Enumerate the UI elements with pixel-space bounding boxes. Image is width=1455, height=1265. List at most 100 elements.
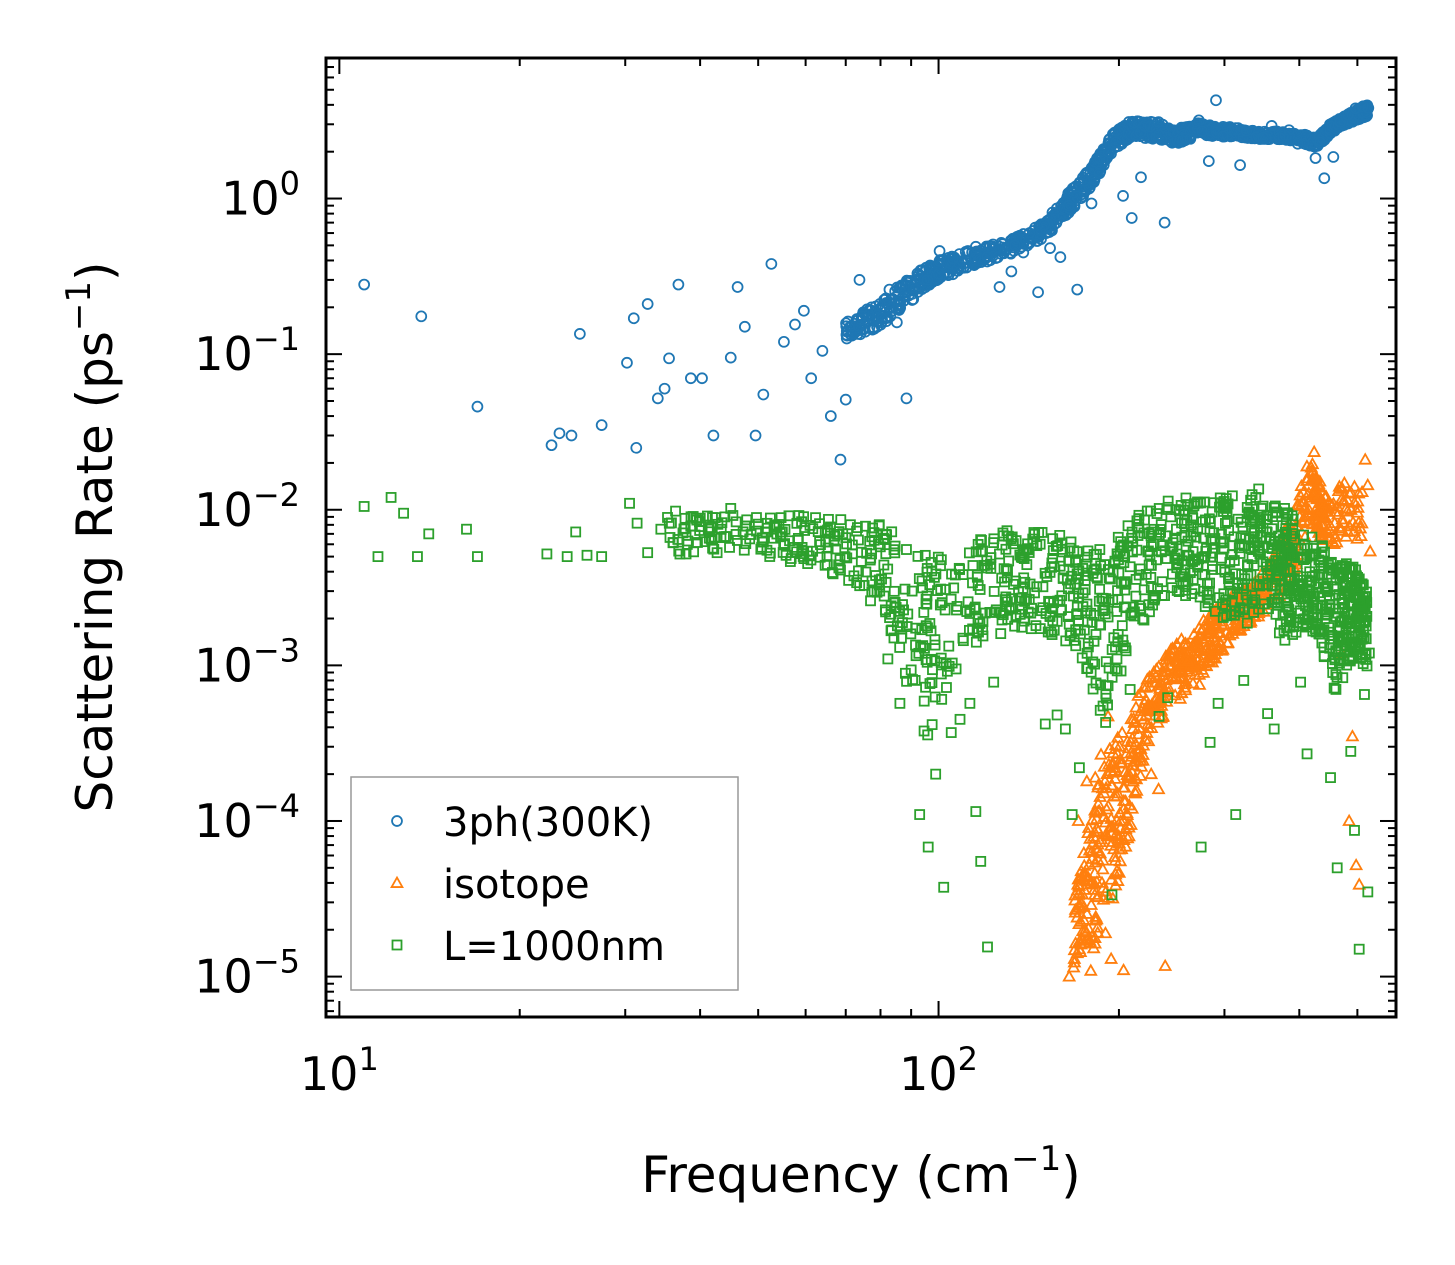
- data-point: [1328, 529, 1343, 542]
- data-point: [1067, 955, 1082, 968]
- data-point: [1204, 736, 1216, 748]
- data-point: [385, 492, 397, 503]
- data-point: [1162, 692, 1174, 704]
- data-point: [1248, 512, 1260, 524]
- data-point: [851, 522, 863, 533]
- data-point: [907, 282, 919, 294]
- data-point: [1254, 580, 1265, 592]
- data-point: [1195, 631, 1210, 644]
- data-point: [1018, 553, 1030, 564]
- data-point: [1138, 614, 1150, 626]
- data-point: [1071, 546, 1083, 558]
- data-point: [935, 560, 946, 572]
- legend-box: [350, 776, 739, 991]
- data-point: [641, 298, 654, 310]
- data-point: [1145, 560, 1157, 571]
- data-point: [1315, 556, 1326, 568]
- data-point: [1172, 554, 1184, 566]
- data-point: [1270, 608, 1282, 620]
- data-point: [703, 532, 715, 544]
- data-point: [1226, 124, 1238, 137]
- data-point: [1248, 607, 1260, 618]
- data-point: [929, 691, 941, 703]
- data-point: [1081, 820, 1096, 833]
- data-point: [1345, 729, 1360, 742]
- data-point: [1037, 581, 1049, 593]
- data-point: [1360, 477, 1375, 491]
- data-point: [926, 719, 938, 731]
- data-point: [1287, 524, 1299, 536]
- legend-entry: isotope: [390, 862, 590, 908]
- data-point: [920, 598, 932, 610]
- data-point: [938, 881, 950, 893]
- data-point: [1119, 584, 1131, 596]
- data-point: [933, 245, 946, 257]
- data-point: [1170, 534, 1182, 546]
- data-point: [1267, 580, 1278, 592]
- data-point: [883, 283, 896, 296]
- data-point: [1262, 708, 1273, 719]
- data-point: [988, 676, 1000, 688]
- x-tick-label: 102: [899, 1040, 978, 1101]
- data-point: [789, 318, 801, 331]
- data-point: [1363, 647, 1375, 659]
- data-point: [1176, 134, 1189, 147]
- legend-label: isotope: [443, 862, 590, 908]
- data-point: [757, 536, 769, 548]
- data-point: [1084, 897, 1099, 910]
- data-point: [1266, 523, 1278, 535]
- data-point: [1350, 531, 1365, 544]
- axes: 101 102 100 10−1 10−2 10−3 10−4 10−5: [194, 56, 1398, 1101]
- data-point: [834, 453, 847, 466]
- data-point: [1137, 696, 1152, 709]
- data-point: [1224, 585, 1236, 597]
- data-point: [1071, 190, 1083, 203]
- data-point: [1193, 643, 1207, 656]
- data-point: [977, 624, 989, 636]
- data-point: [841, 538, 853, 550]
- data-point: [1217, 130, 1229, 143]
- data-point: [1088, 635, 1100, 647]
- data-point: [1087, 930, 1102, 943]
- data-point: [1335, 512, 1350, 525]
- data-point: [1241, 617, 1253, 629]
- data-point: [1349, 857, 1364, 871]
- data-point: [574, 328, 586, 340]
- data-point: [1120, 831, 1135, 844]
- data-point: [778, 335, 790, 348]
- data-point: [1104, 778, 1119, 791]
- data-point: [878, 532, 889, 544]
- data-point: [979, 607, 991, 619]
- data-point: [1258, 598, 1270, 610]
- data-point: [680, 548, 692, 560]
- data-point: [899, 667, 911, 679]
- data-point: [970, 546, 982, 558]
- data-point: [1287, 629, 1299, 640]
- data-point: [1081, 663, 1093, 675]
- data-point: [823, 513, 834, 525]
- data-point: [1234, 125, 1247, 138]
- data-point: [1305, 487, 1320, 500]
- data-point: [1345, 746, 1357, 757]
- data-point: [1282, 550, 1294, 562]
- data-point: [775, 512, 787, 524]
- data-point: [855, 546, 867, 558]
- data-point: [969, 252, 982, 264]
- data-point: [1107, 763, 1122, 776]
- data-point: [663, 352, 675, 365]
- data-point: [658, 382, 671, 395]
- data-point: [891, 298, 904, 311]
- data-point: [1104, 820, 1119, 833]
- data-point: [1306, 571, 1318, 582]
- data-point: [1184, 132, 1197, 145]
- data-point: [1045, 626, 1057, 638]
- legend-marker: [391, 939, 403, 951]
- data-point: [1347, 479, 1362, 492]
- data-point: [1196, 650, 1211, 663]
- data-point: [1204, 526, 1216, 538]
- data-point: [1104, 811, 1119, 824]
- data-point: [1165, 671, 1179, 684]
- data-point: [1117, 190, 1129, 202]
- data-point: [724, 351, 737, 364]
- series-3ph(300K): [358, 94, 1375, 466]
